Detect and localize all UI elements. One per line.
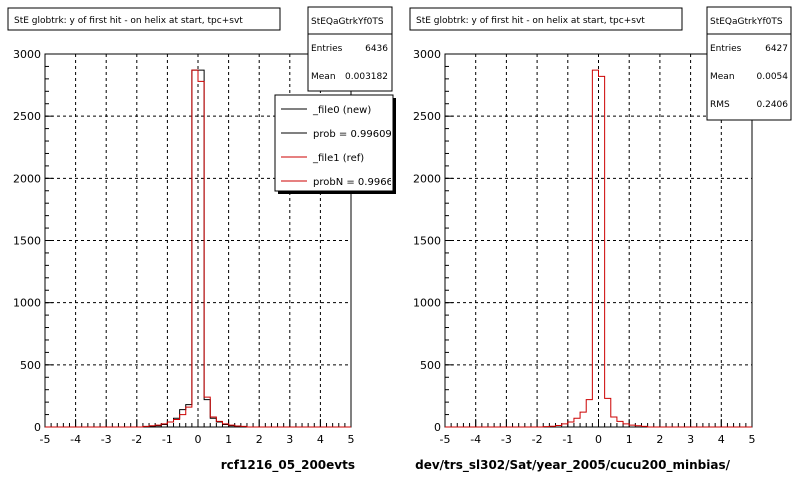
x-tick-label: 2 bbox=[656, 433, 663, 446]
y-tick-label: 1500 bbox=[413, 235, 441, 248]
y-tick-label: 500 bbox=[420, 359, 441, 372]
right-stats-rms-value: 0.2406 bbox=[757, 100, 789, 110]
right-y-tick-labels: 0 500 1000 1500 2000 2500 3000 bbox=[413, 48, 441, 434]
left-title-box bbox=[7, 7, 281, 31]
y-tick-label: 2000 bbox=[413, 172, 441, 185]
legend-entry-label: _file0 (new) bbox=[312, 105, 371, 116]
y-tick-label: 500 bbox=[20, 359, 41, 372]
y-tick-label: 3000 bbox=[13, 48, 41, 61]
x-tick-label: -5 bbox=[440, 433, 451, 446]
x-tick-label: -1 bbox=[162, 433, 173, 446]
x-tick-label: 4 bbox=[718, 433, 725, 446]
histogram-series-ref bbox=[45, 69, 351, 428]
y-tick-label: 3000 bbox=[413, 48, 441, 61]
x-tick-label: -2 bbox=[131, 433, 142, 446]
x-tick-label: -2 bbox=[532, 433, 543, 446]
right-histogram-pad: 0 500 1000 1500 2000 2500 3000 -5 -4 -3 -2 -1 0 1 2 3 4… bbox=[409, 6, 792, 473]
right-stats-mean-label: Mean bbox=[710, 72, 735, 82]
left-stats-mean-label: Mean bbox=[311, 72, 336, 82]
right-stats-entries-value: 6427 bbox=[765, 44, 788, 54]
x-tick-label: -1 bbox=[562, 433, 573, 446]
x-tick-label: 1 bbox=[225, 433, 232, 446]
right-histograms bbox=[445, 69, 752, 428]
left-histogram-pad: 0 500 1000 1500 2000 2500 3000 -5 -4 -3 -2 -1 0 1 2 3 4… bbox=[7, 6, 406, 473]
x-tick-label: -5 bbox=[40, 433, 51, 446]
x-tick-label: 3 bbox=[687, 433, 694, 446]
right-title-box bbox=[409, 7, 683, 31]
left-stats-entries-label: Entries bbox=[311, 44, 343, 54]
left-stats-box bbox=[307, 6, 393, 92]
right-stats-mean-value: 0.0054 bbox=[757, 72, 789, 82]
y-tick-label: 1500 bbox=[13, 235, 41, 248]
left-legend: _file0 (new) prob = 0.996098 _file1 (ref) p… bbox=[274, 94, 406, 194]
x-tick-label: 3 bbox=[286, 433, 293, 446]
left-stats-mean-value: 0.003182 bbox=[345, 72, 388, 82]
left-stats-entries-value: 6436 bbox=[365, 44, 388, 54]
y-tick-label: 2000 bbox=[13, 172, 41, 185]
x-tick-label: -3 bbox=[101, 433, 112, 446]
y-tick-label: 0 bbox=[34, 421, 41, 434]
right-x-tick-labels: -5 -4 -3 -2 -1 0 1 2 3 4 5 bbox=[440, 433, 756, 446]
x-tick-label: -3 bbox=[501, 433, 512, 446]
right-stats-rms-label: RMS bbox=[710, 100, 730, 110]
x-tick-label: 0 bbox=[595, 433, 602, 446]
y-tick-label: 2500 bbox=[13, 110, 41, 123]
x-tick-label: 4 bbox=[317, 433, 324, 446]
legend-entry-label: probN = 0.996637 bbox=[313, 177, 406, 188]
y-tick-label: 1000 bbox=[413, 297, 441, 310]
left-stats-name: StEQaGtrkYf0TS bbox=[311, 17, 384, 27]
right-chart-title: StE globtrk: y of first hit - on helix a… bbox=[416, 16, 645, 26]
x-tick-label: 5 bbox=[348, 433, 355, 446]
histogram-series-ref bbox=[445, 69, 752, 428]
left-y-tick-labels: 0 500 1000 1500 2000 2500 3000 bbox=[13, 48, 41, 434]
right-stats-name: StEQaGtrkYf0TS bbox=[710, 17, 783, 27]
right-stats-box bbox=[706, 6, 792, 121]
y-tick-label: 2500 bbox=[413, 110, 441, 123]
left-histograms bbox=[45, 69, 351, 428]
legend-entry-label: _file1 (ref) bbox=[312, 153, 364, 164]
y-tick-label: 0 bbox=[434, 421, 441, 434]
right-x-axis-label: dev/trs_sl302/Sat/year_2005/cucu200_minb… bbox=[415, 458, 731, 473]
x-tick-label: -4 bbox=[470, 433, 481, 446]
x-tick-label: 5 bbox=[749, 433, 756, 446]
right-stats-entries-label: Entries bbox=[710, 44, 742, 54]
left-chart-title: StE globtrk: y of first hit - on helix a… bbox=[14, 16, 243, 26]
left-x-tick-labels: -5 -4 -3 -2 -1 0 1 2 3 4 5 bbox=[40, 433, 355, 446]
x-tick-label: 0 bbox=[195, 433, 202, 446]
legend-box bbox=[274, 94, 394, 192]
legend-entry-label: prob = 0.996098 bbox=[313, 129, 398, 140]
x-tick-label: 2 bbox=[256, 433, 263, 446]
x-tick-label: -4 bbox=[70, 433, 81, 446]
x-tick-label: 1 bbox=[626, 433, 633, 446]
y-tick-label: 1000 bbox=[13, 297, 41, 310]
left-grid bbox=[44, 53, 352, 428]
left-x-axis-label: rcf1216_05_200evts bbox=[221, 458, 355, 473]
